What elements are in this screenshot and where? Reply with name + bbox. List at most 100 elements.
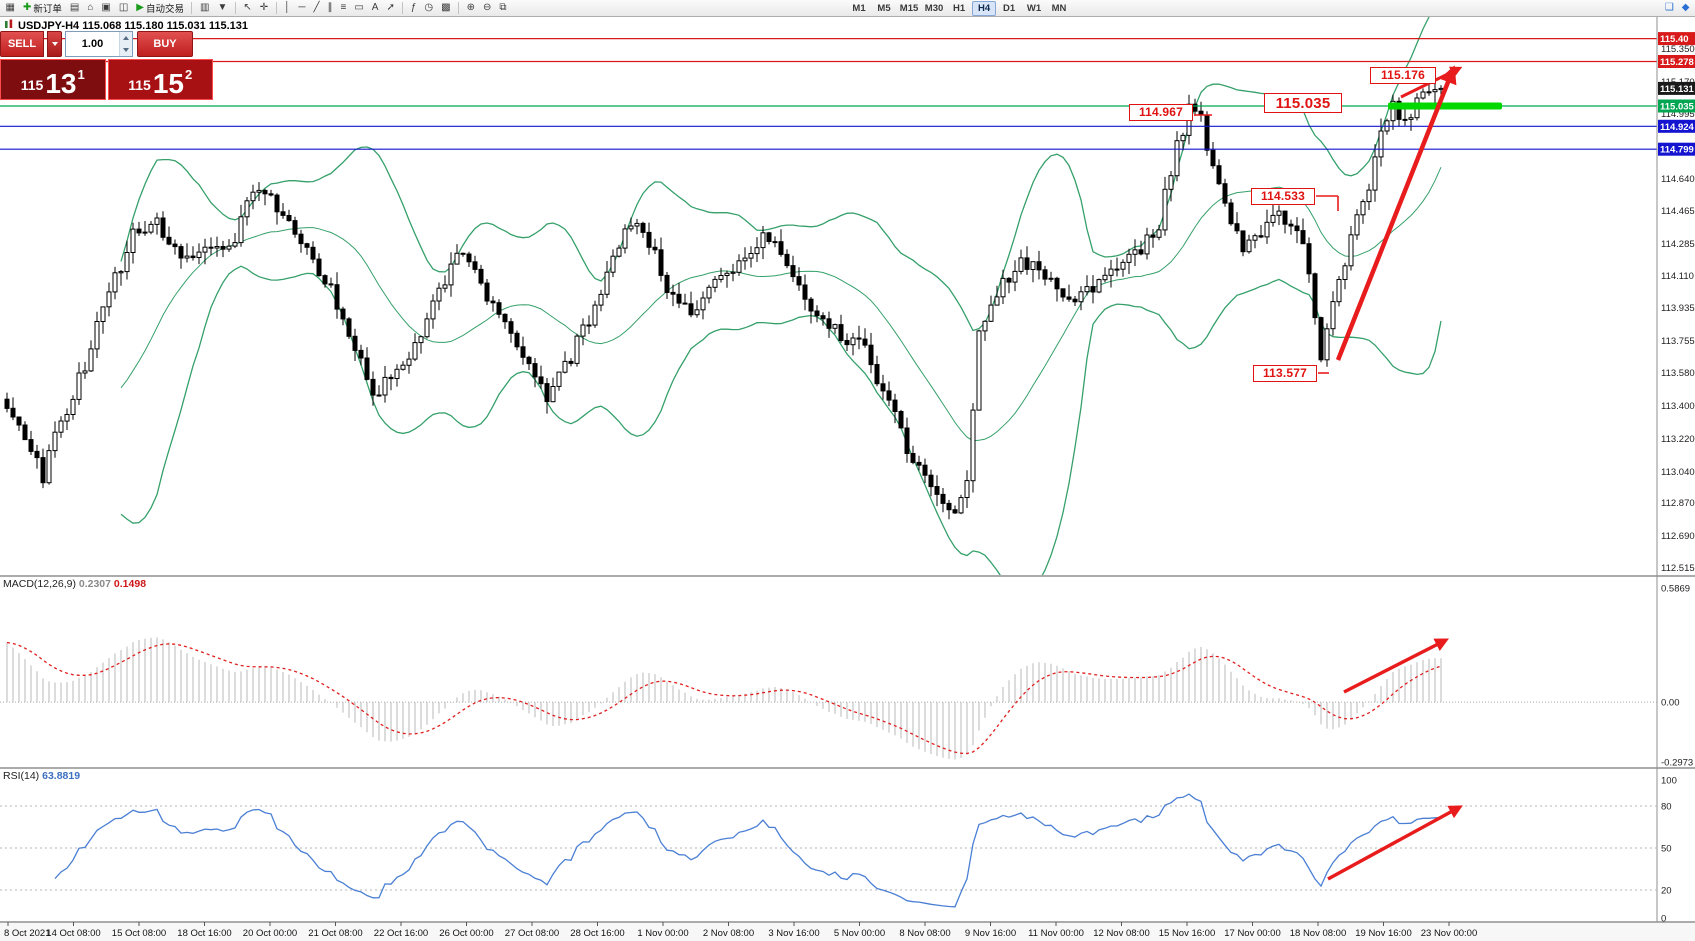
toolbar-separator bbox=[402, 2, 404, 14]
volume-increase-button[interactable] bbox=[120, 32, 132, 44]
market-watch-icon[interactable]: ▦ bbox=[2, 1, 18, 16]
svg-text:1 Nov 00:00: 1 Nov 00:00 bbox=[637, 928, 688, 939]
svg-text:18 Oct 16:00: 18 Oct 16:00 bbox=[177, 928, 231, 939]
ask-sup-digit: 2 bbox=[185, 67, 193, 82]
main-toolbar: ▦ ✚ 新订单 ▤ ⌂ ▣ ◫ ▶ 自动交易 ▥ ▼ ↖ ✛ │ ─ ╱ ∥ ≡ ▭ A ➚ ƒ ◷ ▩ ⊕ ⊖ ⧉ M1 M5 M15 M… bbox=[0, 0, 1695, 17]
autotrading-button[interactable]: ▶ 自动交易 bbox=[133, 1, 188, 16]
horizontal-line-icon[interactable]: ─ bbox=[295, 1, 309, 16]
svg-text:114.924: 114.924 bbox=[1660, 122, 1695, 133]
tile-windows-icon[interactable]: ⧉ bbox=[496, 1, 510, 16]
community-icon[interactable]: ◆ bbox=[1678, 1, 1693, 16]
svg-text:113.580: 113.580 bbox=[1661, 368, 1695, 379]
trendline-icon[interactable]: ╱ bbox=[310, 1, 323, 16]
trend-arrow[interactable] bbox=[1343, 638, 1449, 694]
cursor-icon[interactable]: ↖ bbox=[240, 1, 255, 16]
svg-text:15 Oct 08:00: 15 Oct 08:00 bbox=[112, 928, 166, 939]
ask-big-digits: 15 bbox=[152, 68, 184, 99]
price-annotation[interactable]: 115.035 bbox=[1264, 93, 1342, 113]
svg-text:5 Nov 00:00: 5 Nov 00:00 bbox=[834, 928, 885, 939]
chat-icon[interactable]: ❑ bbox=[1661, 1, 1677, 16]
candlestick-series bbox=[4, 79, 1444, 520]
macd-name: MACD(12,26,9) bbox=[3, 578, 76, 590]
sell-button[interactable]: SELL bbox=[0, 31, 44, 57]
arrows-icon[interactable]: ➚ bbox=[383, 1, 398, 16]
svg-text:11 Nov 00:00: 11 Nov 00:00 bbox=[1028, 928, 1084, 939]
price-annotation[interactable]: 115.176 bbox=[1370, 66, 1436, 84]
price-tag-115.278 bbox=[1658, 55, 1695, 68]
timeframe-M1[interactable]: M1 bbox=[847, 1, 871, 16]
shapes-icon[interactable]: ▭ bbox=[351, 1, 367, 16]
volume-input-group bbox=[65, 31, 133, 57]
svg-text:115.131: 115.131 bbox=[1660, 84, 1695, 95]
svg-text:114.995: 114.995 bbox=[1661, 109, 1695, 120]
ask-price-display[interactable]: 115 15 2 bbox=[107, 59, 213, 100]
equidistant-channel-icon[interactable]: ∥ bbox=[324, 1, 336, 16]
svg-text:28 Oct 16:00: 28 Oct 16:00 bbox=[570, 928, 624, 939]
terminal-icon[interactable]: ▣ bbox=[98, 1, 114, 16]
templates-icon[interactable]: ▩ bbox=[438, 1, 454, 16]
chart-title-text: USDJPY-H4 115.068 115.180 115.031 115.13… bbox=[18, 19, 248, 32]
timeframe-H4[interactable]: H4 bbox=[972, 0, 997, 16]
svg-text:2 Nov 08:00: 2 Nov 08:00 bbox=[703, 928, 754, 939]
svg-text:9 Nov 16:00: 9 Nov 16:00 bbox=[965, 928, 1016, 939]
svg-text:115.035: 115.035 bbox=[1660, 101, 1695, 112]
toolbar-separator bbox=[234, 2, 236, 14]
periods-icon[interactable]: ◷ bbox=[421, 1, 437, 16]
trend-arrow[interactable] bbox=[1327, 805, 1463, 881]
timeframe-M15[interactable]: M15 bbox=[897, 1, 921, 16]
crosshair-icon[interactable]: ✛ bbox=[256, 1, 271, 16]
timeframe-MN[interactable]: MN bbox=[1047, 1, 1071, 16]
zoom-out-icon[interactable]: ⊖ bbox=[480, 1, 495, 16]
indicators-icon[interactable]: ƒ bbox=[407, 1, 420, 16]
timeframe-M5[interactable]: M5 bbox=[872, 1, 896, 16]
timeframe-W1[interactable]: W1 bbox=[1022, 1, 1046, 16]
svg-text:12 Nov 08:00: 12 Nov 08:00 bbox=[1093, 928, 1150, 939]
charts-grid-icon[interactable]: ▤ bbox=[66, 1, 82, 16]
rsi-value: 63.8819 bbox=[42, 770, 81, 782]
timeframe-D1[interactable]: D1 bbox=[997, 1, 1021, 16]
svg-text:80: 80 bbox=[1661, 802, 1672, 813]
strategy-tester-icon[interactable]: ◫ bbox=[115, 1, 131, 16]
sell-options-dropdown[interactable] bbox=[47, 31, 62, 57]
svg-text:115.278: 115.278 bbox=[1660, 57, 1694, 68]
svg-text:19 Nov 16:00: 19 Nov 16:00 bbox=[1355, 928, 1412, 939]
new-chart-icon[interactable]: ▥ bbox=[196, 1, 212, 16]
fibonacci-icon[interactable]: ≡ bbox=[337, 1, 350, 16]
bid-price-display[interactable]: 115 13 1 bbox=[0, 59, 106, 100]
text-icon[interactable]: A bbox=[368, 1, 382, 16]
svg-text:22 Oct 16:00: 22 Oct 16:00 bbox=[374, 928, 428, 939]
timeframe-H1[interactable]: H1 bbox=[947, 1, 971, 16]
bid-big-digits: 13 bbox=[45, 68, 77, 99]
chevron-down-icon bbox=[51, 42, 58, 46]
price-annotation[interactable]: 113.577 bbox=[1253, 364, 1317, 382]
price-tag-114.924 bbox=[1658, 119, 1695, 133]
thick-level-highlight[interactable] bbox=[1388, 102, 1502, 110]
vertical-line-icon[interactable]: │ bbox=[281, 1, 294, 16]
svg-text:112.870: 112.870 bbox=[1661, 498, 1695, 509]
profiles-icon[interactable]: ▼ bbox=[214, 1, 231, 16]
svg-text:113.400: 113.400 bbox=[1661, 401, 1695, 412]
svg-text:114.799: 114.799 bbox=[1660, 145, 1694, 156]
new-order-button[interactable]: ✚ 新订单 bbox=[19, 1, 65, 16]
svg-text:0.5869: 0.5869 bbox=[1661, 584, 1690, 595]
price-annotation[interactable]: 114.533 bbox=[1251, 187, 1315, 205]
price-annotation[interactable]: 114.967 bbox=[1129, 103, 1193, 121]
chart-ohlc-title: USDJPY-H4 115.068 115.180 115.031 115.13… bbox=[4, 19, 248, 32]
timeframe-M30[interactable]: M30 bbox=[922, 1, 946, 16]
price-tag-114.799 bbox=[1658, 142, 1695, 156]
navigator-icon[interactable]: ⌂ bbox=[84, 1, 97, 16]
svg-text:113.040: 113.040 bbox=[1661, 467, 1695, 478]
svg-text:3 Nov 16:00: 3 Nov 16:00 bbox=[768, 928, 819, 939]
trade-prices-row: 115 13 1 115 15 2 bbox=[0, 59, 213, 100]
trend-arrow[interactable] bbox=[1335, 65, 1457, 361]
volume-input[interactable] bbox=[66, 32, 119, 56]
buy-button[interactable]: BUY bbox=[137, 31, 193, 57]
volume-steppers bbox=[119, 32, 132, 56]
svg-text:20 Oct 00:00: 20 Oct 00:00 bbox=[243, 928, 297, 939]
svg-text:114.640: 114.640 bbox=[1661, 174, 1695, 185]
bid-prefix: 115 bbox=[20, 77, 44, 93]
zoom-in-icon[interactable]: ⊕ bbox=[463, 1, 478, 16]
volume-decrease-button[interactable] bbox=[120, 44, 132, 56]
